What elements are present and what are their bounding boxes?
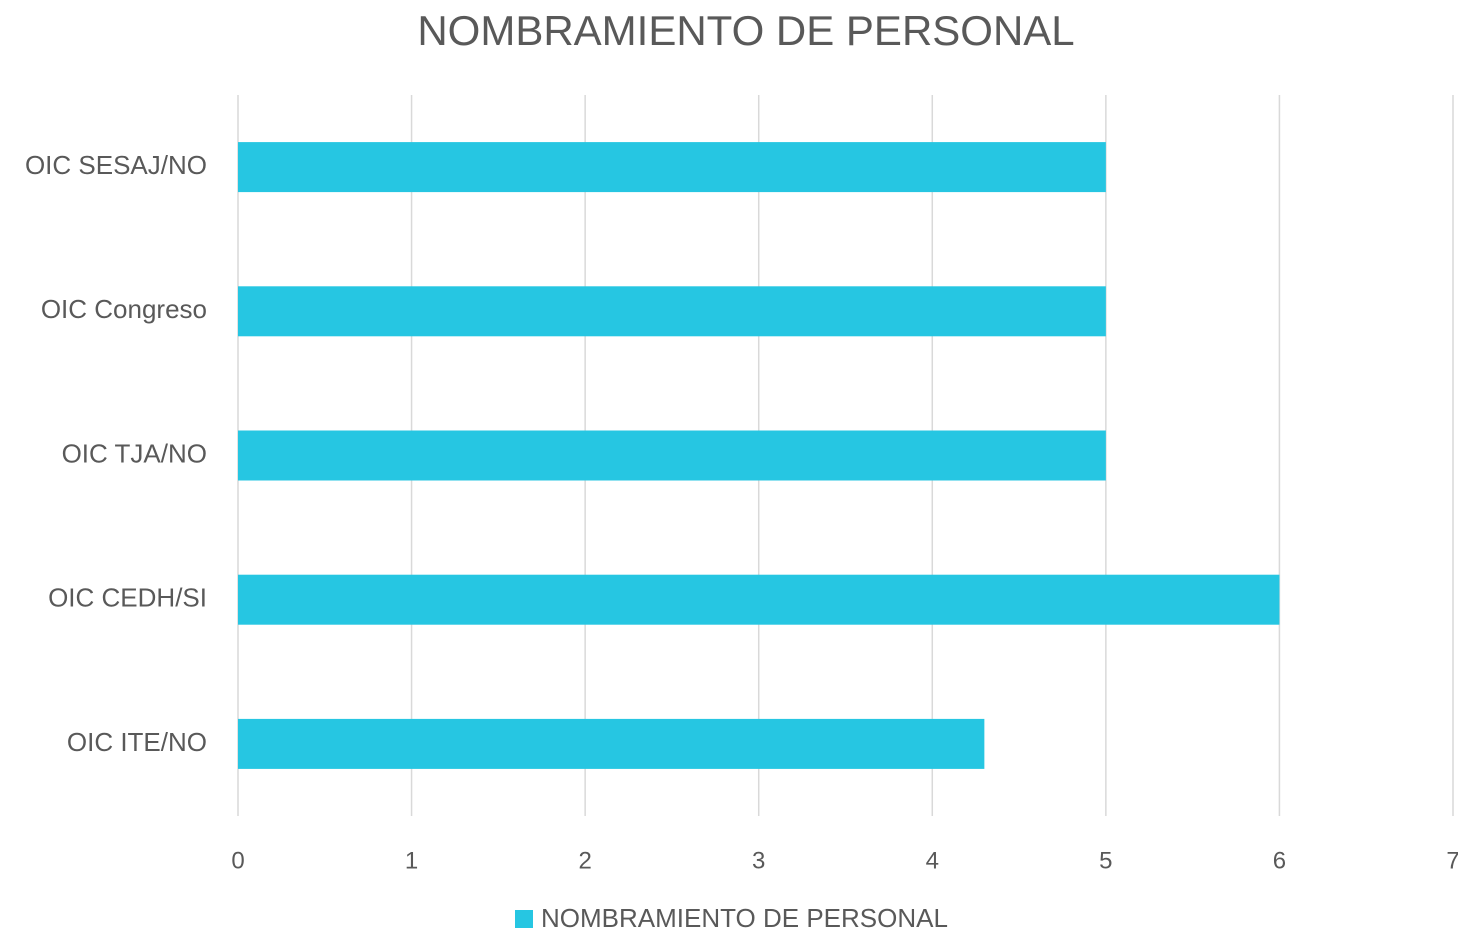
bar	[238, 430, 1106, 481]
bar	[238, 718, 985, 769]
x-tick-label: 0	[231, 847, 244, 874]
x-tick-label: 5	[1099, 847, 1112, 874]
bar	[238, 574, 1280, 625]
x-tick-label: 4	[926, 847, 939, 874]
legend-label: NOMBRAMIENTO DE PERSONAL	[541, 903, 948, 933]
x-tick-label: 6	[1273, 847, 1286, 874]
y-tick-label: OIC SESAJ/NO	[25, 150, 207, 180]
x-tick-label: 3	[752, 847, 765, 874]
x-tick-label: 1	[405, 847, 418, 874]
x-tick-label: 7	[1446, 847, 1458, 874]
legend-swatch	[515, 910, 533, 928]
y-tick-label: OIC CEDH/SI	[48, 583, 207, 613]
bar	[238, 142, 1106, 193]
x-tick-label: 2	[578, 847, 591, 874]
bar	[238, 286, 1106, 337]
chart-title: NOMBRAMIENTO DE PERSONAL	[417, 7, 1074, 54]
y-tick-label: OIC Congreso	[41, 294, 207, 324]
y-tick-label: OIC TJA/NO	[62, 438, 207, 468]
y-tick-label: OIC ITE/NO	[67, 727, 207, 757]
